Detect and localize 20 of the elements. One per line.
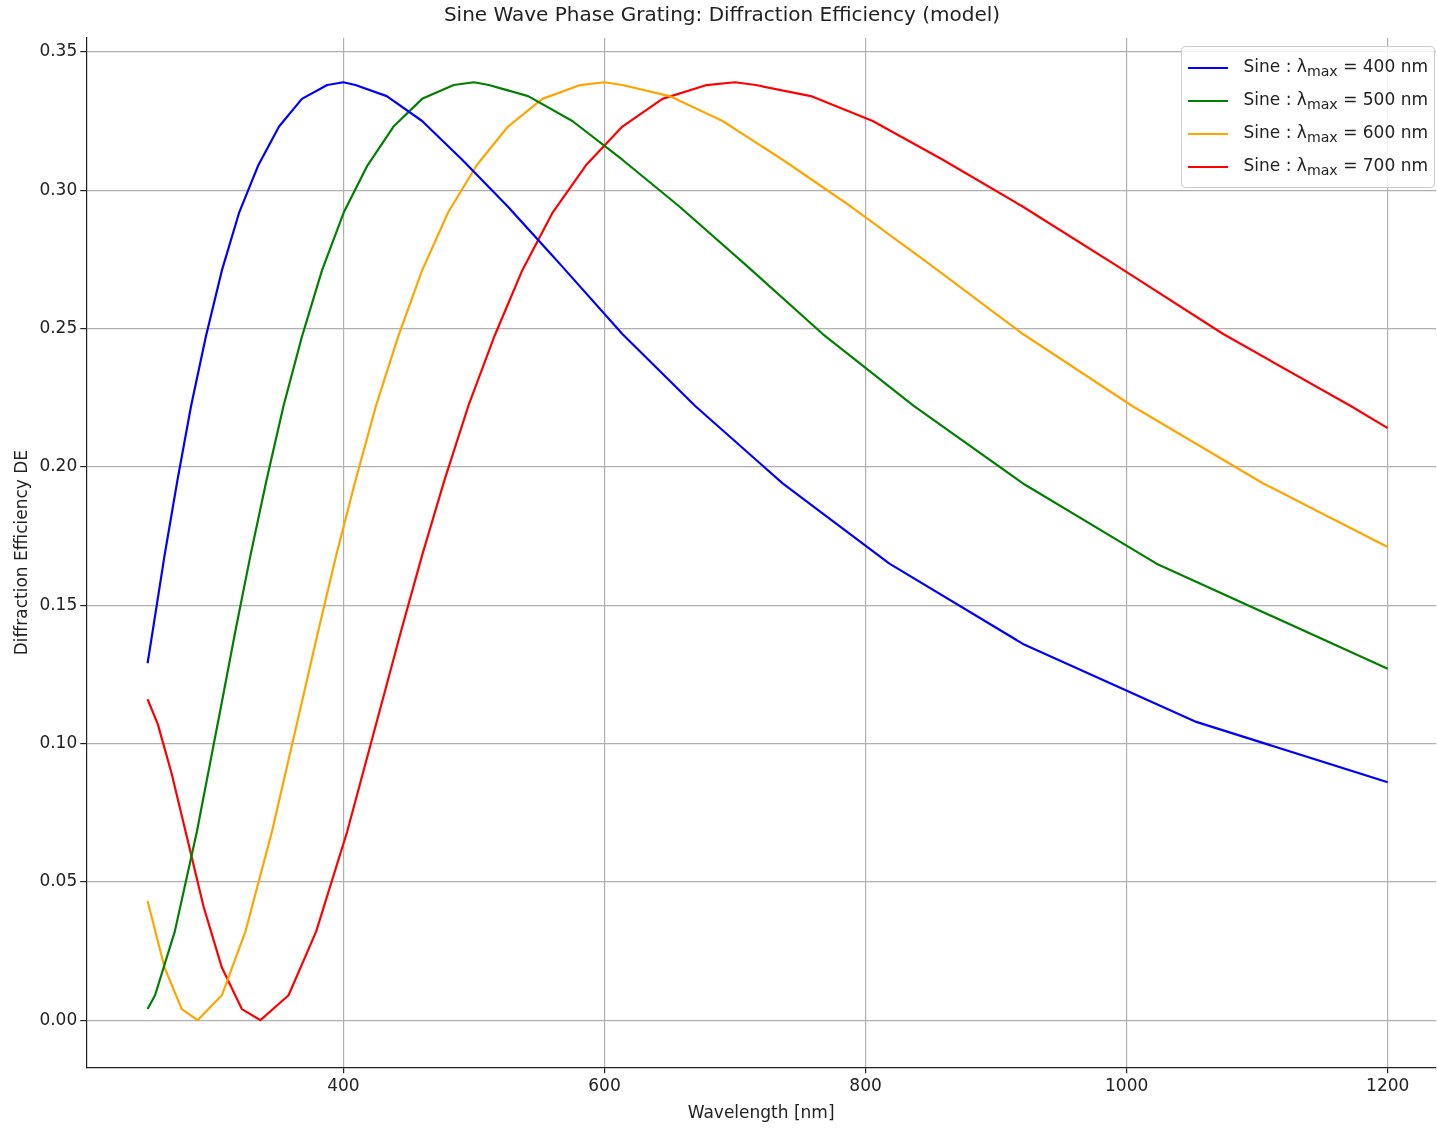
legend-label: Sine : λ$_{max}$ = 500 nm <box>1243 88 1428 113</box>
y-tick-label: 0.10 <box>39 731 78 752</box>
y-tick-label: 0.15 <box>39 593 78 614</box>
x-tick-label: 400 <box>327 1074 360 1095</box>
x-tick-label: 1000 <box>1105 1074 1149 1095</box>
y-tick-label: 0.00 <box>39 1008 78 1029</box>
x-tick-label: 1200 <box>1366 1074 1410 1095</box>
x-axis-title: Wavelength [nm] <box>687 1102 835 1123</box>
legend-label: Sine : λ$_{max}$ = 600 nm <box>1243 121 1428 146</box>
y-tick-label: 0.25 <box>39 316 78 337</box>
x-tick-label: 800 <box>849 1074 882 1095</box>
y-axis-title: Diffraction Efficiency DE <box>10 449 31 656</box>
y-tick-label: 0.30 <box>39 178 78 199</box>
y-tick-label: 0.05 <box>39 870 78 891</box>
legend-label: Sine : λ$_{max}$ = 400 nm <box>1243 55 1428 80</box>
legend-label: Sine : λ$_{max}$ = 700 nm <box>1243 154 1428 179</box>
y-tick-label: 0.35 <box>39 40 78 61</box>
y-tick-label: 0.20 <box>39 455 78 476</box>
x-tick-label: 600 <box>588 1074 621 1095</box>
chart-title: Sine Wave Phase Grating: Diffraction Efficiency (model) <box>443 2 1001 27</box>
